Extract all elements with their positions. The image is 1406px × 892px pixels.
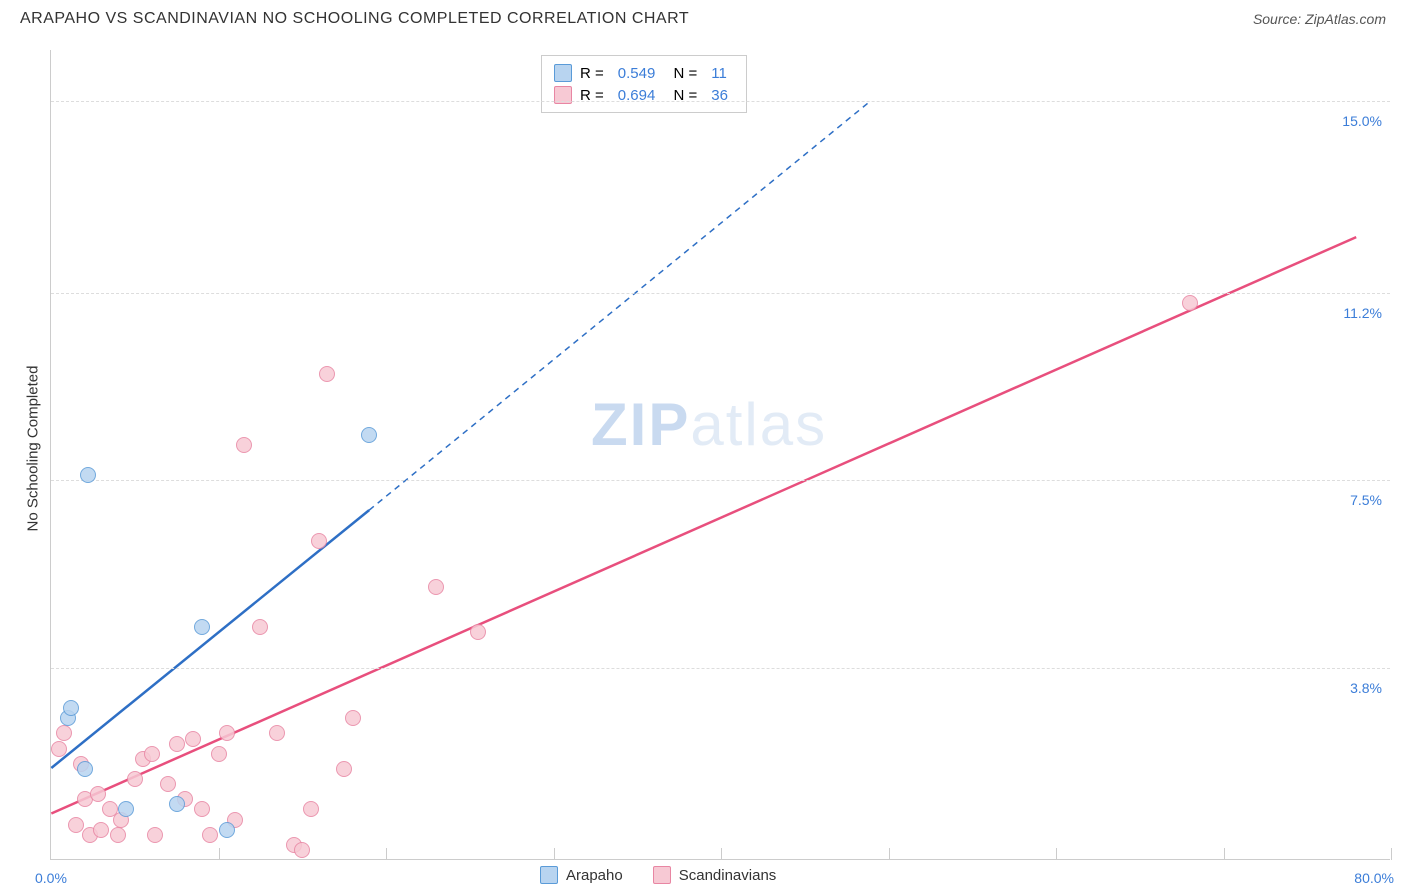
stat-r-value: 0.549	[612, 65, 662, 82]
y-tick-label: 11.2%	[1343, 305, 1382, 321]
regression-line-solid	[51, 237, 1356, 813]
scatter-point	[236, 437, 252, 453]
stat-n-label: N =	[669, 65, 697, 82]
scatter-point	[303, 801, 319, 817]
scatter-point	[160, 776, 176, 792]
legend-label: Scandinavians	[679, 867, 777, 884]
scatter-point	[127, 771, 143, 787]
scatter-point	[185, 731, 201, 747]
y-tick-label: 15.0%	[1342, 113, 1382, 129]
scatter-point	[80, 467, 96, 483]
gridline-horizontal	[51, 293, 1390, 294]
x-axis-max-label: 80.0%	[1354, 870, 1394, 886]
regression-line-solid	[51, 510, 369, 768]
y-tick-label: 7.5%	[1350, 492, 1382, 508]
gridline-vertical	[721, 848, 722, 860]
chart-plot-area: ZIPatlas R = 0.549 N = 11 R = 0.694 N = …	[50, 50, 1390, 860]
gridline-vertical	[1056, 848, 1057, 860]
scatter-point	[311, 533, 327, 549]
source-attribution: Source: ZipAtlas.com	[1253, 11, 1386, 27]
y-axis-title: No Schooling Completed	[24, 366, 41, 532]
legend-swatch-scandinavians	[653, 866, 671, 884]
scatter-point	[252, 619, 268, 635]
scatter-point	[219, 725, 235, 741]
scatter-point	[118, 801, 134, 817]
gridline-vertical	[889, 848, 890, 860]
scatter-point	[51, 741, 67, 757]
stats-row-scandinavians: R = 0.694 N = 36	[554, 84, 734, 106]
scatter-point	[93, 822, 109, 838]
scatter-point	[194, 801, 210, 817]
scatter-point	[428, 579, 444, 595]
scatter-point	[219, 822, 235, 838]
x-axis-origin-label: 0.0%	[35, 870, 67, 886]
regression-lines-layer	[51, 50, 1390, 859]
stat-r-label: R =	[580, 65, 604, 82]
scatter-point	[211, 746, 227, 762]
gridline-horizontal	[51, 668, 1390, 669]
regression-line-dashed	[369, 101, 871, 511]
chart-title: ARAPAHO VS SCANDINAVIAN NO SCHOOLING COM…	[20, 10, 689, 28]
scatter-point	[202, 827, 218, 843]
scatter-point	[110, 827, 126, 843]
scatter-point	[294, 842, 310, 858]
scatter-point	[56, 725, 72, 741]
scatter-point	[269, 725, 285, 741]
scatter-point	[1182, 295, 1198, 311]
swatch-arapaho	[554, 64, 572, 82]
scatter-point	[169, 796, 185, 812]
gridline-vertical	[1224, 848, 1225, 860]
scatter-point	[470, 624, 486, 640]
scatter-point	[336, 761, 352, 777]
scatter-point	[90, 786, 106, 802]
scatter-point	[77, 761, 93, 777]
gridline-vertical	[386, 848, 387, 860]
scatter-point	[361, 427, 377, 443]
stats-row-arapaho: R = 0.549 N = 11	[554, 62, 734, 84]
chart-header: ARAPAHO VS SCANDINAVIAN NO SCHOOLING COM…	[0, 0, 1406, 28]
scatter-point	[63, 700, 79, 716]
series-legend: Arapaho Scandinavians	[540, 866, 776, 884]
y-tick-label: 3.8%	[1350, 680, 1382, 696]
legend-label: Arapaho	[566, 867, 623, 884]
legend-swatch-arapaho	[540, 866, 558, 884]
scatter-point	[194, 619, 210, 635]
gridline-horizontal	[51, 101, 1390, 102]
gridline-vertical	[219, 848, 220, 860]
stat-n-value: 11	[705, 65, 733, 82]
scatter-point	[169, 736, 185, 752]
gridline-horizontal	[51, 480, 1390, 481]
gridline-vertical	[554, 848, 555, 860]
stats-legend: R = 0.549 N = 11 R = 0.694 N = 36	[541, 55, 747, 113]
legend-item-arapaho: Arapaho	[540, 866, 623, 884]
legend-item-scandinavians: Scandinavians	[653, 866, 777, 884]
scatter-point	[345, 710, 361, 726]
scatter-point	[319, 366, 335, 382]
scatter-point	[147, 827, 163, 843]
scatter-point	[144, 746, 160, 762]
gridline-vertical	[1391, 848, 1392, 860]
